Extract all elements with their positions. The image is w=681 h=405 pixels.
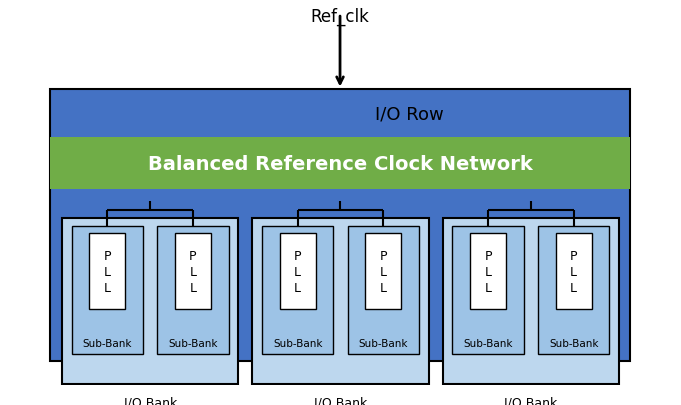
Bar: [62, 218, 238, 384]
Bar: [443, 218, 619, 384]
Bar: [470, 234, 506, 309]
Bar: [72, 226, 143, 354]
Text: I/O Bank: I/O Bank: [504, 395, 558, 405]
Bar: [175, 234, 211, 309]
Text: Sub-Bank: Sub-Bank: [168, 338, 218, 348]
Text: Sub-Bank: Sub-Bank: [463, 338, 513, 348]
Text: Balanced Reference Clock Network: Balanced Reference Clock Network: [148, 154, 533, 173]
Text: P
L
L: P L L: [104, 249, 111, 294]
Bar: [365, 234, 401, 309]
Text: Sub-Bank: Sub-Bank: [273, 338, 322, 348]
Bar: [452, 226, 524, 354]
Text: Sub-Bank: Sub-Bank: [82, 338, 132, 348]
Bar: [50, 138, 631, 190]
Text: Sub-Bank: Sub-Bank: [359, 338, 408, 348]
Bar: [157, 226, 229, 354]
Text: P
L
L: P L L: [484, 249, 492, 294]
Bar: [50, 90, 631, 361]
Text: I/O Bank: I/O Bank: [123, 395, 177, 405]
Bar: [280, 234, 316, 309]
Bar: [262, 226, 334, 354]
Text: P
L
L: P L L: [570, 249, 577, 294]
Text: P
L
L: P L L: [379, 249, 387, 294]
Bar: [89, 234, 125, 309]
Text: Ref_clk: Ref_clk: [311, 8, 370, 26]
Text: Sub-Bank: Sub-Bank: [549, 338, 599, 348]
Bar: [556, 234, 592, 309]
Text: P
L
L: P L L: [294, 249, 302, 294]
Bar: [253, 218, 428, 384]
Text: I/O Row: I/O Row: [375, 105, 444, 123]
Bar: [347, 226, 419, 354]
Text: I/O Bank: I/O Bank: [314, 395, 367, 405]
Text: P
L
L: P L L: [189, 249, 197, 294]
Bar: [538, 226, 609, 354]
